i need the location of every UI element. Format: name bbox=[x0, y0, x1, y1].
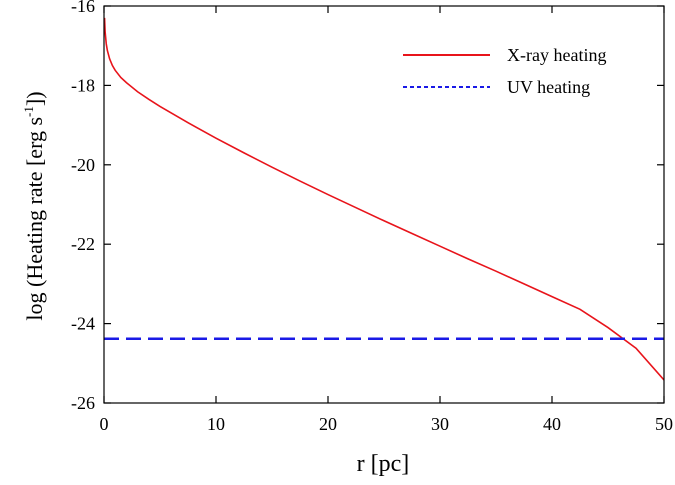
x-tick-label: 30 bbox=[431, 414, 449, 434]
legend-label-xray: X-ray heating bbox=[507, 45, 606, 65]
legend: X-ray heating UV heating bbox=[403, 45, 606, 97]
y-tick-label: -20 bbox=[71, 155, 95, 175]
x-tick-label: 0 bbox=[100, 414, 109, 434]
y-axis-label-main: log (Heating rate [erg s bbox=[22, 117, 47, 321]
x-axis-label: r [pc] bbox=[357, 451, 410, 477]
y-axis-label: log (Heating rate [erg s-1]) bbox=[21, 91, 47, 320]
plot-area bbox=[104, 17, 664, 381]
x-tick-label: 10 bbox=[207, 414, 225, 434]
y-axis-label-superscript: -1 bbox=[21, 106, 36, 117]
series-line-xray-heating bbox=[104, 17, 664, 381]
y-axis-label-end: ]) bbox=[22, 91, 47, 106]
y-tick-label: -22 bbox=[71, 234, 95, 254]
y-tick-label: -26 bbox=[71, 393, 95, 413]
x-tick-label: 50 bbox=[655, 414, 673, 434]
axes: 0 10 20 30 40 50 -26 -24 -22 -20 -18 -16 bbox=[71, 0, 673, 434]
legend-label-uv: UV heating bbox=[507, 77, 590, 97]
x-tick-label: 40 bbox=[543, 414, 561, 434]
y-tick-label: -18 bbox=[71, 75, 95, 95]
x-tick-label: 20 bbox=[319, 414, 337, 434]
plot-frame bbox=[103, 5, 665, 404]
y-tick-label: -16 bbox=[71, 0, 95, 16]
y-tick-label: -24 bbox=[71, 314, 95, 334]
